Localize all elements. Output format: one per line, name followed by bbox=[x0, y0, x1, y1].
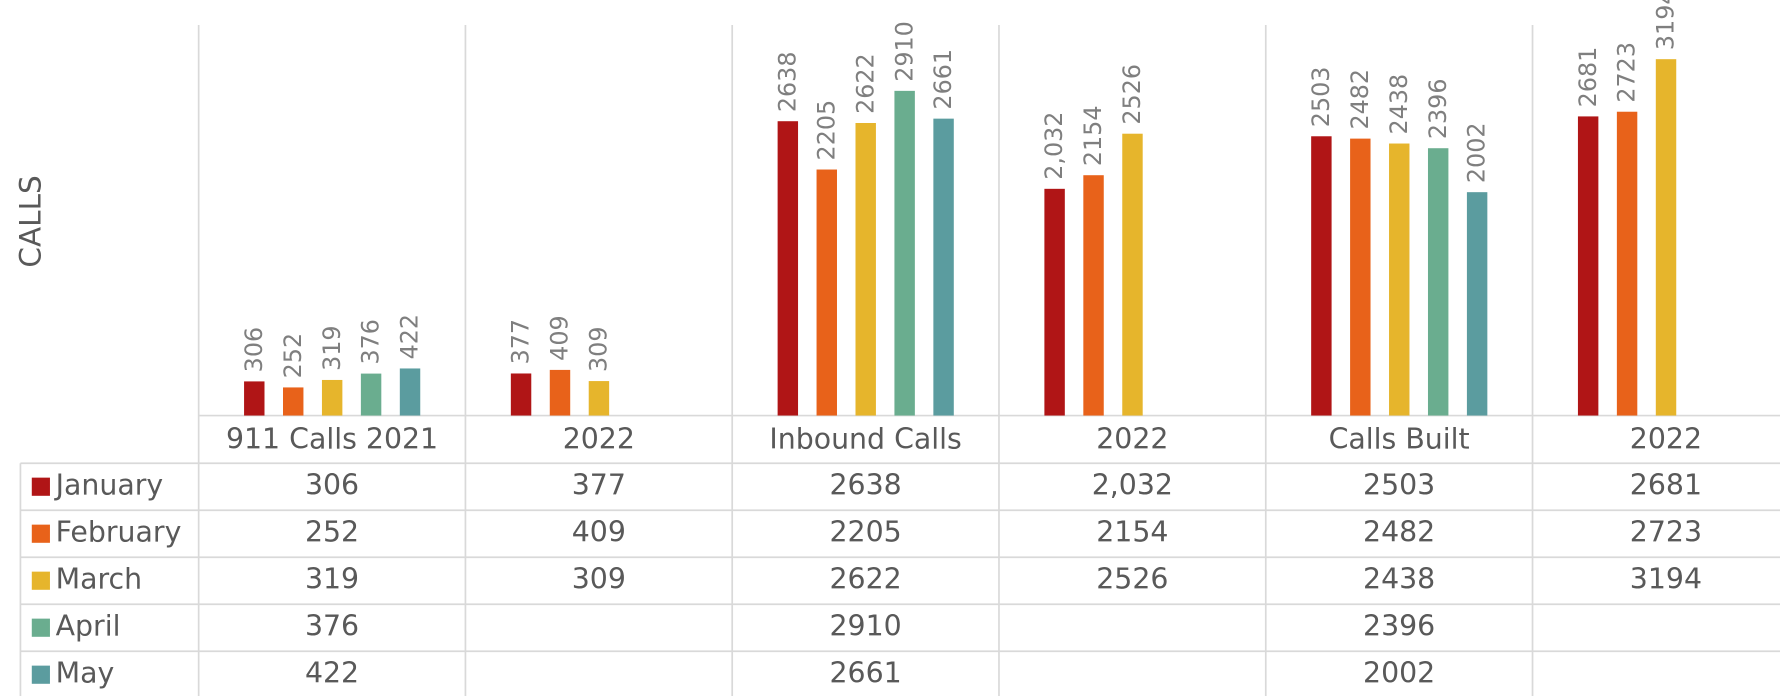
data-label: 2438 bbox=[1385, 74, 1413, 135]
table-cell: 2526 bbox=[1096, 563, 1168, 596]
table-cell: 2503 bbox=[1363, 469, 1435, 502]
legend-swatch bbox=[31, 571, 50, 590]
table-cell: 309 bbox=[572, 563, 626, 596]
table-cell: 319 bbox=[305, 563, 359, 596]
bar bbox=[1616, 111, 1638, 416]
legend-swatch bbox=[31, 618, 50, 637]
table-cell: 2,032 bbox=[1092, 469, 1173, 502]
data-label: 252 bbox=[279, 333, 307, 378]
table-cell: 377 bbox=[572, 469, 626, 502]
bar bbox=[283, 387, 304, 416]
table-cell: 2661 bbox=[829, 657, 901, 690]
category-label: Inbound Calls bbox=[769, 423, 961, 456]
data-label: 2526 bbox=[1118, 64, 1146, 125]
table-cell: 2622 bbox=[829, 563, 901, 596]
data-label: 377 bbox=[507, 319, 535, 364]
data-label: 2482 bbox=[1346, 69, 1374, 130]
category-label: 911 Calls 2021 bbox=[226, 423, 438, 456]
data-label: 2681 bbox=[1574, 47, 1602, 108]
data-label: 309 bbox=[585, 327, 613, 372]
table-cell: 2396 bbox=[1363, 610, 1435, 643]
data-label: 2503 bbox=[1307, 67, 1335, 128]
table-cell: 2910 bbox=[829, 610, 901, 643]
table-cell: 376 bbox=[305, 610, 359, 643]
bar bbox=[855, 122, 876, 416]
bar bbox=[816, 169, 837, 416]
bar bbox=[549, 369, 571, 416]
bar bbox=[933, 118, 954, 416]
bar bbox=[1122, 133, 1143, 416]
table-cell: 2638 bbox=[829, 469, 901, 502]
table-cell: 2205 bbox=[829, 516, 901, 549]
y-axis-label: CALLS bbox=[13, 175, 47, 267]
legend-swatch bbox=[31, 665, 50, 684]
bar bbox=[1311, 136, 1332, 416]
data-label: 2661 bbox=[929, 49, 957, 110]
category-label: 2022 bbox=[1096, 423, 1168, 456]
legend-swatch bbox=[31, 524, 50, 543]
table-cell: 2482 bbox=[1363, 516, 1435, 549]
category-label: 2022 bbox=[563, 423, 635, 456]
data-label: 2,032 bbox=[1040, 112, 1068, 180]
bar bbox=[1389, 143, 1410, 416]
table-cell: 409 bbox=[572, 516, 626, 549]
legend-label: February bbox=[56, 516, 182, 549]
table-cell: 2723 bbox=[1630, 516, 1702, 549]
data-label: 2638 bbox=[773, 51, 801, 112]
data-label: 422 bbox=[396, 314, 424, 359]
bar bbox=[1044, 188, 1065, 416]
bar bbox=[510, 373, 532, 416]
table-cell: 3194 bbox=[1630, 563, 1702, 596]
bar bbox=[1577, 116, 1599, 416]
data-label: 2622 bbox=[851, 53, 879, 114]
bar bbox=[321, 379, 343, 416]
legend-label: April bbox=[56, 610, 121, 643]
bar bbox=[1427, 148, 1449, 416]
category-label: 2022 bbox=[1630, 423, 1702, 456]
bar bbox=[1655, 59, 1677, 416]
legend-label: March bbox=[56, 563, 143, 596]
data-label: 2154 bbox=[1079, 105, 1107, 166]
category-label: Calls Built bbox=[1329, 423, 1470, 456]
bar bbox=[1350, 138, 1371, 416]
table-cell: 2002 bbox=[1363, 657, 1435, 690]
bar bbox=[244, 381, 265, 416]
data-label: 376 bbox=[357, 319, 385, 364]
data-label: 409 bbox=[546, 315, 574, 360]
table-cell: 2154 bbox=[1096, 516, 1168, 549]
bar bbox=[894, 90, 915, 416]
bar bbox=[399, 368, 421, 416]
legend-label: May bbox=[56, 657, 115, 690]
bar bbox=[360, 373, 382, 416]
table-cell: 2681 bbox=[1630, 469, 1702, 502]
data-label: 319 bbox=[318, 325, 346, 370]
bar bbox=[1083, 175, 1104, 416]
data-label: 3194 bbox=[1652, 0, 1680, 50]
table-cell: 306 bbox=[305, 469, 359, 502]
bar bbox=[777, 121, 799, 416]
data-label: 2910 bbox=[890, 21, 918, 82]
table-cell: 252 bbox=[305, 516, 359, 549]
legend-swatch bbox=[31, 477, 50, 496]
data-label: 2723 bbox=[1613, 42, 1641, 103]
bar bbox=[588, 381, 610, 416]
data-label: 2205 bbox=[812, 100, 840, 161]
data-label: 306 bbox=[240, 327, 268, 372]
data-label: 2002 bbox=[1463, 122, 1491, 183]
table-cell: 2438 bbox=[1363, 563, 1435, 596]
data-label: 2396 bbox=[1424, 78, 1452, 139]
legend-label: January bbox=[54, 469, 164, 502]
table-cell: 422 bbox=[305, 657, 359, 690]
bar bbox=[1466, 192, 1488, 416]
